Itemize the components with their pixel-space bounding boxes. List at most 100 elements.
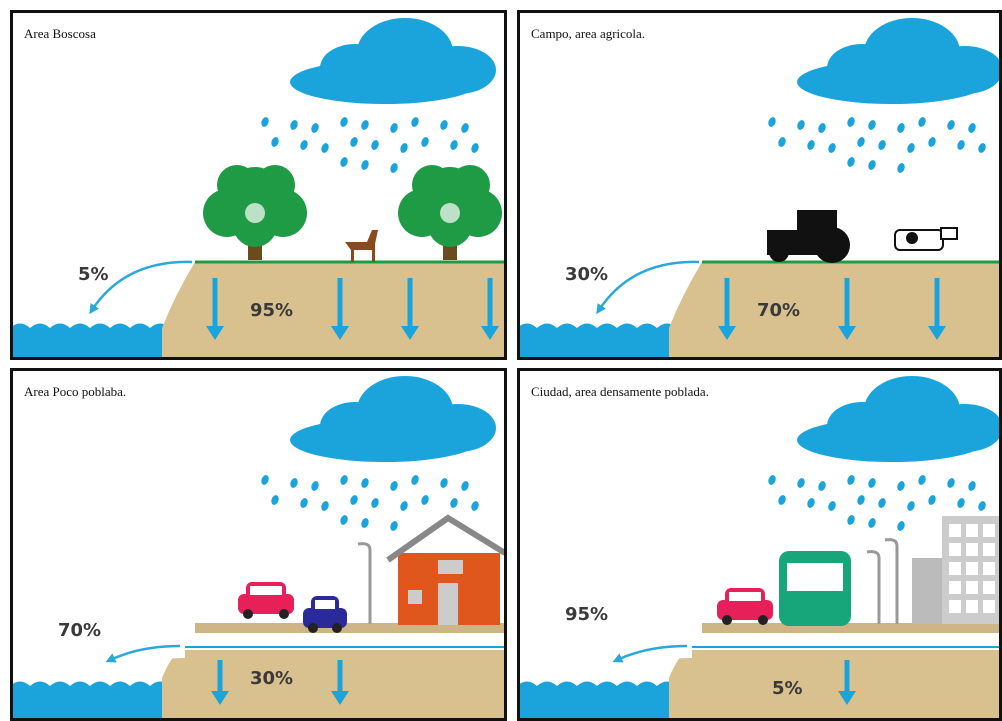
street-lamp [885, 540, 897, 624]
rain-drop [806, 139, 816, 151]
rain-drop [977, 500, 987, 512]
runoff-label: 30% [565, 264, 608, 285]
building-window [966, 581, 978, 594]
building-window [949, 600, 961, 613]
bus-window [787, 563, 843, 591]
building-window [966, 600, 978, 613]
rain-drop [906, 500, 916, 512]
cloud [420, 46, 496, 94]
rain-drop [320, 142, 330, 154]
runoff-label: 95% [565, 604, 608, 625]
tree-crown [217, 165, 257, 205]
rain-drop [967, 480, 977, 492]
rain-drop [917, 116, 927, 128]
sidewalk [180, 633, 507, 645]
rain-drop [846, 474, 856, 486]
rain-drop [777, 494, 787, 506]
building-window [949, 524, 961, 537]
ground [162, 650, 507, 721]
rain-drop [410, 474, 420, 486]
tree-detail [440, 203, 460, 223]
building-window [966, 543, 978, 556]
rain-drop [896, 122, 906, 134]
cow-spot [906, 232, 918, 244]
door [438, 583, 458, 625]
rain-drop [817, 480, 827, 492]
rain-drop [360, 477, 370, 489]
tree-crown [412, 165, 452, 205]
panel: Area Poco poblaba.70%30% [10, 370, 507, 721]
rain-drop [260, 474, 270, 486]
tree-crown [255, 165, 295, 205]
rain-drop [339, 156, 349, 168]
infiltration-label: 30% [250, 668, 293, 689]
window [438, 560, 463, 574]
car-window [315, 600, 335, 609]
water [10, 682, 170, 721]
rain-drop [349, 136, 359, 148]
rain-drop [360, 517, 370, 529]
infiltration-label: 5% [772, 678, 803, 699]
street-lamp [867, 552, 879, 624]
rain-drop [796, 119, 806, 131]
rain-drop [399, 142, 409, 154]
rain-drop [867, 159, 877, 171]
rain-drop [956, 497, 966, 509]
tractor-wheel [769, 242, 789, 262]
rain-drop [360, 159, 370, 171]
wheel [308, 623, 318, 633]
rain-drop [946, 477, 956, 489]
rain-drop [917, 474, 927, 486]
rain-drop [856, 136, 866, 148]
cloud [927, 46, 1002, 94]
rain-drop [370, 139, 380, 151]
rain-drop [260, 116, 270, 128]
rain-drop [827, 500, 837, 512]
infiltration-label: 70% [757, 300, 800, 321]
water [517, 682, 677, 721]
rain-drop [410, 116, 420, 128]
rain-drop [867, 119, 877, 131]
rain-drop [877, 497, 887, 509]
rain-drop [896, 520, 906, 532]
cow-head [941, 228, 957, 239]
runoff-label: 5% [78, 264, 109, 285]
building-window [966, 562, 978, 575]
rain-drop [846, 514, 856, 526]
wheel [243, 609, 253, 619]
panel: Campo, area agricola. 30% 70% [517, 12, 1002, 361]
building-window [983, 524, 995, 537]
rain-drop [420, 136, 430, 148]
rain-drop [767, 116, 777, 128]
rain-drop [389, 122, 399, 134]
building-window [983, 543, 995, 556]
water [10, 324, 170, 361]
diagram: Area Boscosa 5% 95% Campo, area agricola. 30… [0, 0, 1002, 721]
rain-drop [360, 119, 370, 131]
rain-drop [896, 162, 906, 174]
rain-drop [339, 514, 349, 526]
ground [669, 650, 1002, 721]
rain-drop [927, 494, 937, 506]
panel-title: Area Boscosa [24, 26, 96, 41]
building-window [949, 581, 961, 594]
rain-drop [460, 480, 470, 492]
rain-drop [906, 142, 916, 154]
panel: Ciudad, area densamente poblada.95%5% [517, 370, 1002, 721]
rain-drop [310, 480, 320, 492]
water [517, 324, 677, 361]
rain-drop [796, 477, 806, 489]
wheel [722, 615, 732, 625]
ground [669, 262, 1002, 360]
rain-drop [289, 119, 299, 131]
car-window [729, 592, 761, 601]
rain-drop [270, 494, 280, 506]
rain-drop [867, 477, 877, 489]
rain-drop [449, 139, 459, 151]
panel-title: Campo, area agricola. [531, 26, 645, 41]
tree-crown [450, 165, 490, 205]
rain-drop [349, 494, 359, 506]
street-lamp [358, 544, 370, 624]
rain-drop [320, 500, 330, 512]
rain-drop [389, 480, 399, 492]
